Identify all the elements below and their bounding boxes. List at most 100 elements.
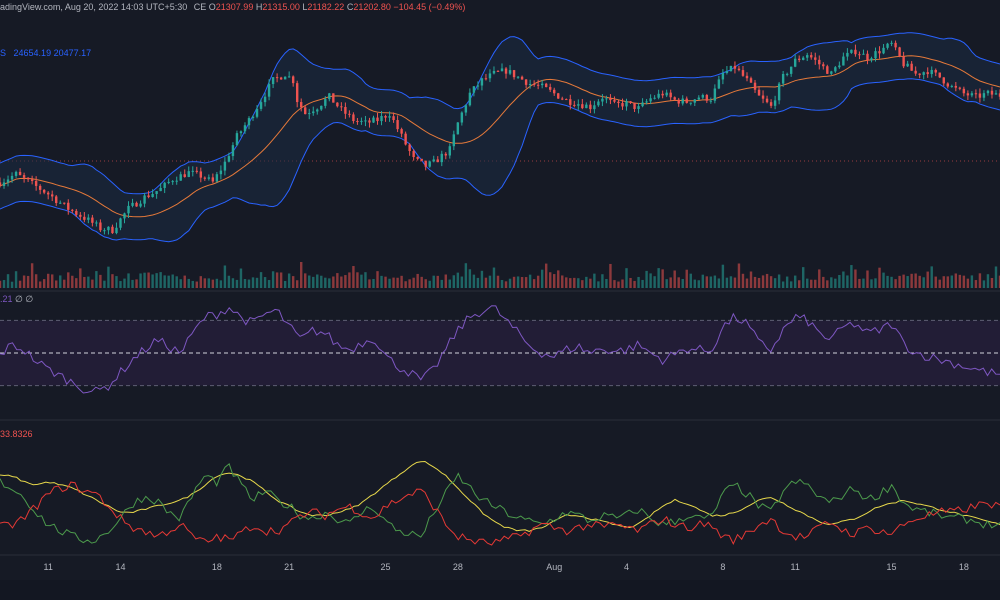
candle-body [954, 85, 958, 88]
volume-bar [749, 271, 753, 288]
candle-body [705, 94, 709, 101]
candle-body [143, 195, 146, 204]
volume-bar [653, 276, 656, 288]
candle-body [657, 93, 660, 98]
candle-body [26, 177, 30, 180]
candle-body [777, 83, 781, 101]
candle [79, 212, 82, 221]
candle-body [581, 104, 584, 109]
candle-body [990, 90, 994, 95]
candle-body [524, 79, 528, 85]
volume-bar [958, 274, 962, 288]
volume-pane [0, 262, 1000, 288]
candle-body [440, 153, 443, 163]
candle-body [235, 133, 239, 146]
bollinger-prefix: S [0, 48, 7, 58]
candle [954, 81, 958, 92]
volume-bar [291, 276, 295, 288]
volume-bar [621, 279, 624, 288]
candle [436, 156, 439, 163]
volume-bar [147, 272, 150, 288]
volume-bar [773, 278, 777, 288]
candle [95, 220, 98, 227]
volume-bar [468, 269, 472, 288]
candle [990, 86, 994, 99]
candle [247, 116, 251, 130]
candle-body [621, 103, 624, 107]
volume-bar [135, 279, 138, 288]
candle [673, 96, 676, 101]
candle [946, 82, 949, 89]
time-tick-label: Aug [546, 562, 562, 572]
candle-body [404, 133, 407, 145]
di_minus-line [0, 481, 1000, 546]
candle [30, 175, 34, 185]
candle [440, 150, 443, 167]
volume-bar [649, 273, 652, 288]
candle-body [63, 202, 66, 204]
candle [601, 94, 604, 107]
candle-body [372, 117, 375, 123]
candle-body [34, 180, 38, 186]
volume-bar [729, 276, 733, 288]
candle [38, 184, 42, 195]
candle [725, 66, 729, 75]
candle [858, 51, 861, 60]
open-label: O [208, 2, 216, 12]
candle-body [207, 177, 211, 179]
candle [18, 168, 22, 176]
volume-bar [312, 276, 315, 288]
visibility-icon[interactable]: ∅ ∅ [15, 294, 34, 304]
candle-body [316, 109, 319, 112]
volume-bar [737, 263, 741, 288]
candle [300, 98, 303, 112]
candle [665, 89, 668, 98]
time-tick-label: 11 [791, 562, 800, 572]
candle [71, 208, 74, 214]
candle-body [400, 129, 403, 134]
candle-body [998, 93, 1000, 97]
candle [219, 165, 223, 180]
volume-bar [67, 272, 70, 288]
candle [826, 64, 829, 74]
dmi-pane [0, 460, 1000, 546]
candle [103, 228, 106, 235]
volume-bar [95, 271, 98, 288]
candle-body [324, 99, 327, 106]
candle [822, 62, 825, 70]
candle [557, 92, 560, 99]
candle [26, 177, 30, 183]
volume-bar [424, 279, 427, 288]
candle-body [673, 97, 676, 100]
candle [239, 130, 243, 137]
high-value: 21315.00 [262, 2, 300, 12]
volume-bar [757, 277, 761, 288]
volume-bar [721, 264, 725, 288]
candle-body [432, 159, 435, 162]
candle-body [886, 43, 889, 48]
volume-bar [243, 278, 247, 288]
volume-bar [139, 273, 142, 288]
candle [34, 176, 38, 191]
candle [484, 73, 488, 81]
candle-body [605, 98, 608, 100]
candle-body [773, 100, 777, 106]
volume-bar [882, 272, 885, 288]
candle-body [882, 47, 885, 54]
candle [689, 102, 692, 106]
candle [448, 143, 452, 159]
rsi-line [0, 305, 1000, 394]
volume-bar [890, 276, 893, 288]
volume-bar [806, 278, 809, 288]
volume-bar [87, 276, 90, 288]
candle [854, 44, 857, 57]
candle-body [211, 177, 215, 182]
candle [577, 99, 580, 110]
di_plus-line [0, 462, 1000, 544]
volume-bar [452, 275, 456, 288]
volume-bar [6, 274, 10, 288]
volume-bar [777, 274, 781, 288]
candle [597, 99, 600, 107]
volume-bar [328, 278, 331, 288]
